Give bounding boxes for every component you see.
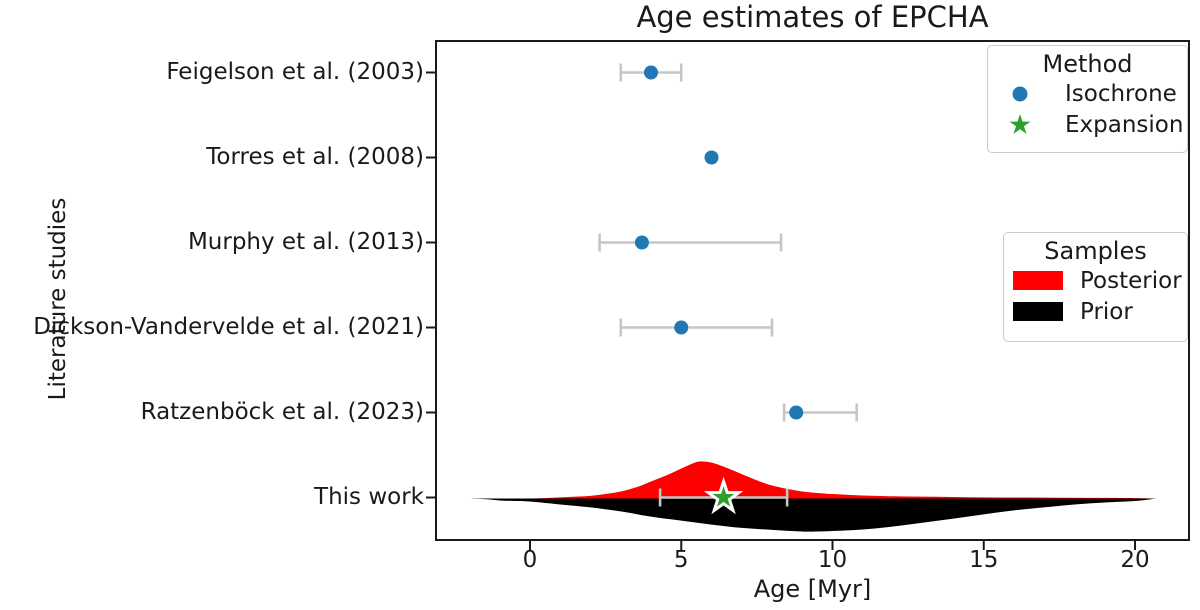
legend-item-label: Expansion: [1065, 111, 1184, 138]
x-axis-label: Age [Myr]: [753, 575, 872, 603]
expansion-star-icon: [1008, 113, 1032, 137]
x-tick-label: 0: [522, 547, 538, 573]
y-tick-label: Torres et al. (2008): [206, 144, 424, 170]
legend-method: Method Isochrone Expansion: [987, 45, 1188, 153]
legend-item-prior: Prior: [1004, 296, 1187, 327]
y-tick-label: Murphy et al. (2013): [187, 229, 424, 255]
y-tick-label: This work: [314, 484, 424, 510]
y-tick-label: Ratzenböck et al. (2023): [140, 399, 424, 425]
x-tick-label: 10: [817, 547, 848, 573]
legend-item-isochrone: Isochrone: [988, 78, 1187, 109]
legend-item-expansion: Expansion: [988, 109, 1187, 140]
prior-swatch: [1013, 302, 1063, 321]
legend-item-label: Posterior: [1080, 267, 1182, 294]
y-tick-label: Feigelson et al. (2003): [166, 59, 424, 85]
plot-area: [435, 40, 1190, 541]
legend-samples: Samples Posterior Prior: [1003, 232, 1188, 342]
posterior-swatch: [1013, 271, 1063, 290]
chart-title: Age estimates of EPCHA: [636, 0, 989, 34]
isochrone-point: [634, 235, 649, 250]
x-tick-label: 5: [673, 547, 689, 573]
expansion-star-marker: [703, 476, 744, 515]
isochrone-dot-icon: [1008, 82, 1032, 106]
isochrone-point: [789, 405, 804, 420]
legend-item-posterior: Posterior: [1004, 265, 1187, 296]
isochrone-point: [644, 65, 658, 80]
violin-prior: [466, 498, 1157, 532]
legend-method-title: Method: [1042, 50, 1133, 78]
violin-posterior: [530, 461, 1154, 499]
x-tick-label: 15: [969, 547, 999, 573]
legend-item-label: Prior: [1080, 298, 1133, 325]
isochrone-point: [704, 150, 719, 165]
x-tick-label: 20: [1120, 547, 1150, 573]
legend-item-label: Isochrone: [1065, 80, 1177, 107]
isochrone-point: [674, 320, 689, 335]
y-tick-label: Dickson-Vandervelde et al. (2021): [33, 314, 424, 340]
legend-samples-title: Samples: [1044, 237, 1147, 265]
